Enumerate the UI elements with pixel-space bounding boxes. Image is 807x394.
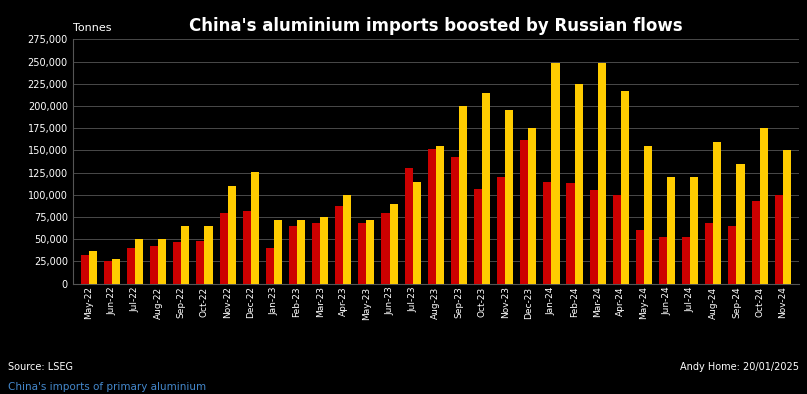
Bar <box>366 220 374 284</box>
Bar <box>575 84 583 284</box>
Bar <box>390 204 398 284</box>
Bar <box>320 217 328 284</box>
Bar <box>682 238 690 284</box>
Bar <box>644 146 652 284</box>
Bar <box>81 255 89 284</box>
Bar <box>158 239 166 284</box>
Bar <box>104 262 112 284</box>
Bar <box>297 220 305 284</box>
Text: China's imports of primary aluminium: China's imports of primary aluminium <box>8 382 207 392</box>
Text: Tonnes: Tonnes <box>73 24 111 33</box>
Bar <box>228 186 236 284</box>
Bar <box>505 110 513 284</box>
Bar <box>613 195 621 284</box>
Bar <box>729 226 737 284</box>
Bar <box>274 220 282 284</box>
Bar <box>358 223 366 284</box>
Bar <box>428 149 436 284</box>
Bar <box>636 230 644 284</box>
Bar <box>127 248 135 284</box>
Bar <box>529 128 537 284</box>
Bar <box>289 226 297 284</box>
Bar <box>451 157 459 284</box>
Bar <box>705 223 713 284</box>
Bar <box>621 91 629 284</box>
Bar <box>220 213 228 284</box>
Bar <box>690 177 698 284</box>
Bar <box>89 251 97 284</box>
Bar <box>243 211 251 284</box>
Bar <box>751 201 759 284</box>
Bar <box>497 177 505 284</box>
Bar <box>196 241 204 284</box>
Bar <box>759 128 767 284</box>
Bar <box>521 140 529 284</box>
Bar <box>459 106 467 284</box>
Bar <box>204 226 212 284</box>
Bar <box>436 146 444 284</box>
Bar <box>135 239 143 284</box>
Bar <box>783 151 791 284</box>
Bar <box>543 182 551 284</box>
Title: China's aluminium imports boosted by Russian flows: China's aluminium imports boosted by Rus… <box>189 17 683 35</box>
Bar <box>713 141 721 284</box>
Bar <box>251 172 259 284</box>
Bar <box>737 164 745 284</box>
Bar <box>667 177 675 284</box>
Bar <box>182 226 190 284</box>
Bar <box>382 213 390 284</box>
Bar <box>598 63 606 284</box>
Bar <box>343 195 351 284</box>
Bar <box>482 93 490 284</box>
Bar <box>174 242 182 284</box>
Bar <box>775 195 783 284</box>
Bar <box>404 168 412 284</box>
Bar <box>551 63 559 284</box>
Bar <box>474 189 482 284</box>
Bar <box>567 183 575 284</box>
Bar <box>112 259 120 284</box>
Text: Andy Home: 20/01/2025: Andy Home: 20/01/2025 <box>680 362 799 372</box>
Bar <box>335 206 343 284</box>
Bar <box>659 237 667 284</box>
Bar <box>150 246 158 284</box>
Bar <box>412 182 420 284</box>
Bar <box>266 248 274 284</box>
Text: Source: LSEG: Source: LSEG <box>8 362 73 372</box>
Bar <box>312 223 320 284</box>
Bar <box>590 190 598 284</box>
